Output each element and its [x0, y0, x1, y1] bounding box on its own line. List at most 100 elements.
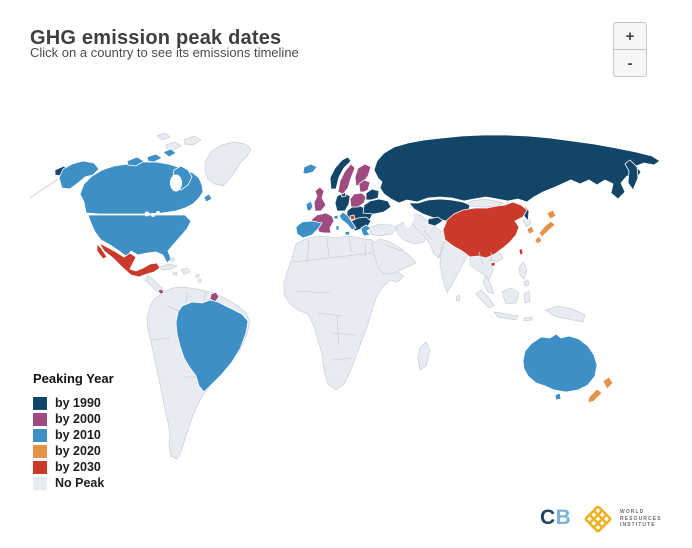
country-lesser-antilles[interactable] [195, 273, 202, 283]
country-hispaniola[interactable] [180, 267, 191, 275]
country-canada-island[interactable] [126, 156, 145, 167]
country-china[interactable] [442, 201, 528, 259]
country-indonesia[interactable] [523, 316, 533, 322]
wri-icon-lattice [584, 505, 612, 533]
country-arctic-islands[interactable] [156, 132, 171, 141]
country-sri-lanka[interactable] [455, 294, 461, 302]
country-new-zealand-north[interactable] [602, 376, 614, 390]
country-switzerland[interactable] [333, 214, 339, 220]
country-indonesia[interactable] [523, 290, 531, 304]
wri-logo-text: WORLD RESOURCES INSTITUTE [620, 509, 662, 529]
legend-swatch-by-1990 [33, 396, 47, 410]
legend-swatch-by-2030 [33, 460, 47, 474]
country-brazil[interactable] [175, 299, 249, 393]
zoom-controls: + - [613, 22, 647, 77]
wri-logo-line: RESOURCES [620, 515, 662, 522]
country-italy-sicily[interactable] [344, 230, 351, 236]
country-canada[interactable] [79, 161, 204, 215]
country-usa[interactable] [87, 214, 192, 264]
country-baltic-states[interactable] [358, 179, 371, 193]
legend-item: by 1990 [33, 395, 114, 411]
wri-logo-line: WORLD [620, 509, 645, 516]
country-malay-peninsula[interactable] [482, 275, 495, 295]
country-poland[interactable] [349, 192, 367, 208]
country-australia-tasmania[interactable] [554, 392, 562, 401]
country-russia[interactable] [373, 134, 661, 204]
country-arctic-islands[interactable] [165, 141, 182, 151]
zoom-in-button[interactable]: + [613, 22, 647, 50]
country-mexico[interactable] [97, 242, 161, 278]
legend-label: by 1990 [55, 396, 101, 410]
great-lakes [151, 213, 155, 217]
country-canada-newfoundland[interactable] [203, 193, 213, 203]
country-australia[interactable] [522, 333, 598, 393]
country-italy-sardinia[interactable] [335, 224, 340, 231]
wri-logo[interactable]: WORLD RESOURCES INSTITUTE [583, 504, 662, 534]
country-canada-island[interactable] [146, 153, 163, 163]
country-turkey[interactable] [369, 223, 399, 237]
country-philippines[interactable] [518, 261, 530, 287]
country-mongolia[interactable] [461, 198, 505, 208]
page-subtitle: Click on a country to see its emissions … [30, 45, 299, 60]
country-south-korea[interactable] [526, 225, 535, 235]
country-spain-portugal[interactable] [295, 220, 323, 239]
country-new-zealand-south[interactable] [587, 388, 603, 404]
country-middle-east[interactable] [371, 238, 417, 275]
legend-item: by 2010 [33, 427, 114, 443]
country-greenland[interactable] [204, 141, 252, 187]
country-uk[interactable] [313, 186, 327, 212]
country-jamaica[interactable] [172, 271, 178, 276]
country-indonesia[interactable] [501, 287, 520, 305]
country-canada-island[interactable] [162, 148, 177, 158]
legend-label: by 2010 [55, 428, 101, 442]
country-china-hainan[interactable] [490, 261, 496, 267]
legend-title: Peaking Year [33, 371, 114, 386]
country-costa-rica[interactable] [157, 288, 165, 295]
country-slovenia[interactable] [349, 214, 356, 221]
legend-label: by 2030 [55, 460, 101, 474]
black-sea [380, 217, 396, 225]
country-japan-hokkaido[interactable] [546, 209, 557, 220]
country-usa-alaska[interactable] [58, 160, 100, 190]
country-italy[interactable] [338, 211, 357, 231]
country-madagascar[interactable] [417, 341, 431, 371]
projection-edge-line [29, 178, 59, 199]
country-ireland[interactable] [305, 200, 314, 212]
legend-item: by 2030 [33, 459, 114, 475]
country-indonesia[interactable] [475, 289, 495, 309]
page-title: GHG emission peak dates [30, 27, 282, 50]
country-belarus[interactable] [365, 188, 380, 201]
country-iceland[interactable] [302, 163, 318, 175]
country-kyrgyzstan[interactable] [427, 216, 444, 227]
legend-swatch-by-2020 [33, 444, 47, 458]
country-sweden[interactable] [337, 163, 356, 195]
legend-item: by 2020 [33, 443, 114, 459]
country-greece[interactable] [360, 224, 372, 237]
carbon-brief-logo[interactable]: CB [540, 506, 571, 530]
legend-swatch-no-peak [33, 476, 47, 490]
great-lakes [156, 211, 160, 215]
country-mexico-baja[interactable] [96, 243, 108, 260]
country-ukraine[interactable] [362, 198, 392, 215]
legend-swatch-by-2000 [33, 412, 47, 426]
country-indonesia[interactable] [493, 311, 519, 321]
legend-item: No Peak [33, 475, 114, 491]
zoom-out-button[interactable]: - [613, 49, 647, 77]
great-lakes [144, 211, 150, 217]
country-japan-honshu[interactable] [538, 220, 556, 238]
country-germany[interactable] [334, 192, 351, 212]
country-japan-kyushu[interactable] [534, 235, 543, 245]
carbon-brief-logo-c: C [540, 506, 556, 529]
country-norway[interactable] [329, 156, 352, 190]
country-taiwan[interactable] [518, 247, 524, 256]
legend-label: by 2020 [55, 444, 101, 458]
country-guyana[interactable] [209, 291, 220, 303]
country-cuba[interactable] [159, 263, 179, 271]
country-arctic-islands[interactable] [183, 135, 202, 146]
country-papua-new-guinea[interactable] [545, 305, 586, 323]
caspian-sea [404, 210, 414, 228]
country-africa[interactable] [283, 235, 405, 391]
country-russia-kamchatka[interactable] [624, 159, 639, 191]
hudson-bay [170, 174, 182, 192]
